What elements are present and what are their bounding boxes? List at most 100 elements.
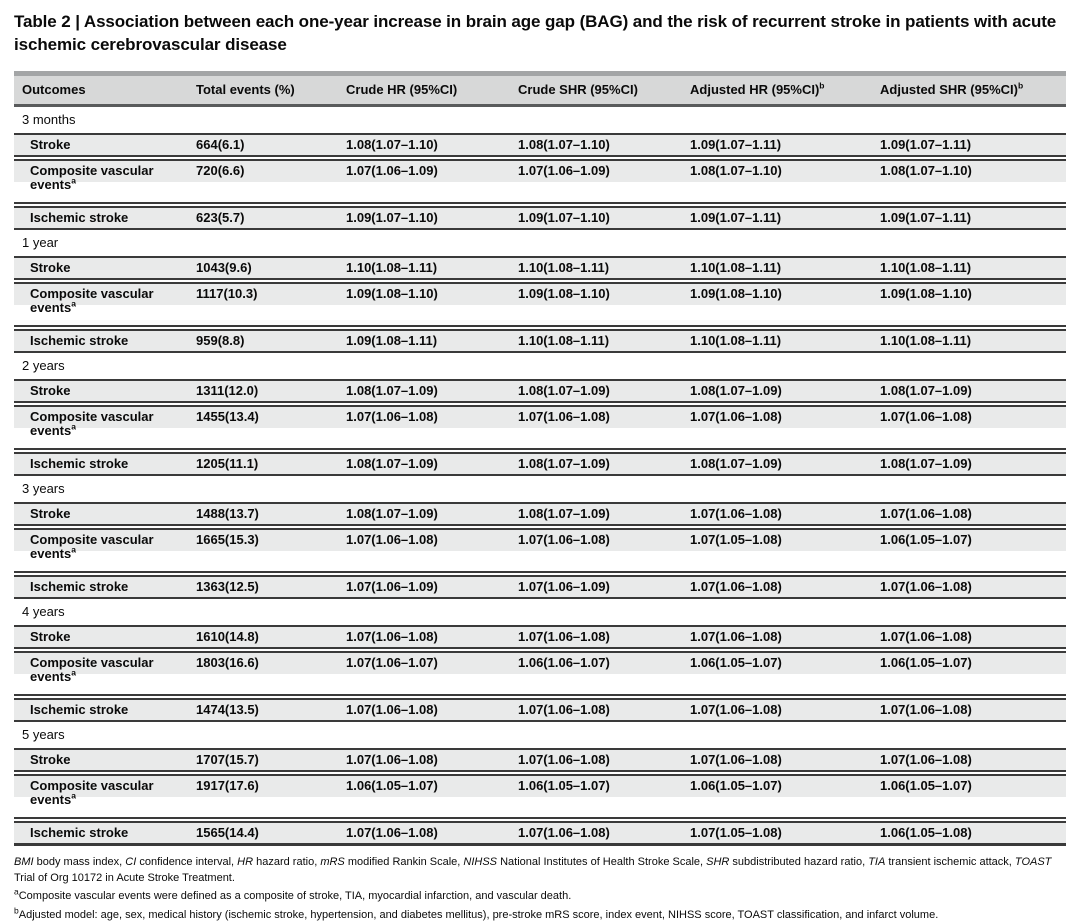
value-cell: 1917(17.6) — [190, 774, 340, 819]
value-cell: 1.07(1.06–1.07) — [340, 651, 512, 696]
value-cell: 1.07(1.06–1.08) — [340, 698, 512, 722]
value-cell: 1.07(1.06–1.08) — [512, 528, 684, 573]
outcome-label: Ischemic stroke — [30, 702, 128, 717]
column-header-label: Total events (%) — [196, 82, 295, 97]
footnote-abbreviations: BMI body mass index, CI confidence inter… — [14, 855, 1066, 886]
period-label: 1 year — [14, 232, 1066, 254]
value-cell: 1.08(1.07–1.10) — [512, 133, 684, 157]
value-cell: 1363(12.5) — [190, 575, 340, 599]
value-cell: 1.07(1.06–1.09) — [512, 575, 684, 599]
column-header-crude-hr: Crude HR (95%CI) — [340, 71, 512, 107]
value-cell: 1.07(1.06–1.08) — [340, 528, 512, 573]
outcome-cell: Ischemic stroke — [14, 452, 190, 476]
value-cell: 1.10(1.08–1.11) — [874, 329, 1066, 353]
column-header-adjusted-shr: Adjusted SHR (95%CI)b — [874, 71, 1066, 107]
footnote-marker: a — [71, 176, 76, 186]
value-cell: 1.09(1.07–1.11) — [874, 133, 1066, 157]
outcome-label: Composite vascular events — [30, 409, 154, 438]
value-cell: 1.09(1.07–1.11) — [684, 206, 874, 230]
abbreviation-term: HR — [237, 856, 253, 868]
value-cell: 1665(15.3) — [190, 528, 340, 573]
value-cell: 1.08(1.07–1.09) — [512, 379, 684, 403]
footnote-a: aComposite vascular events were defined … — [14, 889, 1066, 905]
value-cell: 1.07(1.06–1.08) — [340, 405, 512, 450]
outcome-label: Ischemic stroke — [30, 210, 128, 225]
abbreviation-term: CI — [125, 856, 136, 868]
outcome-cell: Ischemic stroke — [14, 575, 190, 599]
abbreviation-term: NIHSS — [463, 856, 497, 868]
value-cell: 1.07(1.06–1.08) — [684, 625, 874, 649]
value-cell: 1.10(1.08–1.11) — [684, 256, 874, 280]
outcome-label: Stroke — [30, 752, 70, 767]
outcome-row: Ischemic stroke 623(5.7) 1.09(1.07–1.10)1.… — [14, 206, 1066, 230]
abbreviation-definition: hazard ratio, — [253, 856, 320, 868]
value-cell: 1.07(1.06–1.08) — [340, 625, 512, 649]
value-cell: 1.08(1.07–1.09) — [874, 452, 1066, 476]
value-cell: 1803(16.6) — [190, 651, 340, 696]
value-cell: 1.08(1.07–1.10) — [340, 133, 512, 157]
period-row: 5 years — [14, 724, 1066, 746]
value-cell: 1565(14.4) — [190, 821, 340, 846]
value-cell: 623(5.7) — [190, 206, 340, 230]
value-cell: 1.07(1.06–1.08) — [874, 748, 1066, 772]
outcome-cell: Stroke — [14, 502, 190, 526]
value-cell: 1.07(1.06–1.08) — [684, 575, 874, 599]
column-header-outcomes: Outcomes — [14, 71, 190, 107]
value-cell: 1.08(1.07–1.09) — [684, 379, 874, 403]
value-cell: 1.08(1.07–1.09) — [684, 452, 874, 476]
value-cell: 1.07(1.06–1.08) — [684, 502, 874, 526]
value-cell: 1.08(1.07–1.09) — [512, 502, 684, 526]
value-cell: 1.07(1.06–1.08) — [340, 821, 512, 846]
value-cell: 1.08(1.07–1.10) — [874, 159, 1066, 204]
value-cell: 1.07(1.06–1.08) — [512, 821, 684, 846]
value-cell: 1.07(1.06–1.08) — [684, 698, 874, 722]
footnote-b-text: Adjusted model: age, sex, medical histor… — [19, 909, 939, 921]
value-cell: 1.06(1.05–1.07) — [340, 774, 512, 819]
value-cell: 1.07(1.06–1.08) — [512, 698, 684, 722]
outcome-cell: Stroke — [14, 256, 190, 280]
abbreviation-definition: transient ischemic attack, — [885, 856, 1015, 868]
value-cell: 1.07(1.06–1.09) — [512, 159, 684, 204]
value-cell: 1.07(1.05–1.08) — [684, 528, 874, 573]
outcome-cell: Composite vascular eventsa — [14, 282, 190, 327]
outcome-label: Ischemic stroke — [30, 825, 128, 840]
value-cell: 1.06(1.05–1.07) — [684, 651, 874, 696]
abbreviation-term: TIA — [868, 856, 885, 868]
period-label: 3 years — [14, 478, 1066, 500]
value-cell: 1.06(1.05–1.08) — [874, 821, 1066, 846]
outcome-label: Ischemic stroke — [30, 456, 128, 471]
footnote-marker: b — [1018, 81, 1023, 91]
footnote-b: bAdjusted model: age, sex, medical histo… — [14, 908, 1066, 923]
outcome-label: Composite vascular events — [30, 778, 154, 807]
value-cell: 1.06(1.05–1.07) — [512, 774, 684, 819]
value-cell: 1117(10.3) — [190, 282, 340, 327]
outcome-cell: Ischemic stroke — [14, 821, 190, 846]
abbreviation-definition: confidence interval, — [136, 856, 237, 868]
period-label: 4 years — [14, 601, 1066, 623]
column-header-label: Outcomes — [22, 82, 86, 97]
value-cell: 1.10(1.08–1.11) — [512, 329, 684, 353]
outcome-cell: Ischemic stroke — [14, 329, 190, 353]
period-row: 4 years — [14, 601, 1066, 623]
footnotes: BMI body mass index, CI confidence inter… — [14, 855, 1066, 923]
footnote-marker: a — [71, 668, 76, 678]
period-row: 1 year — [14, 232, 1066, 254]
value-cell: 1.09(1.07–1.10) — [512, 206, 684, 230]
column-header-label: Adjusted HR (95%CI) — [690, 82, 819, 97]
value-cell: 1.09(1.08–1.11) — [340, 329, 512, 353]
outcome-cell: Composite vascular eventsa — [14, 651, 190, 696]
outcome-cell: Stroke — [14, 133, 190, 157]
table-title: Table 2 | Association between each one-y… — [14, 10, 1066, 56]
value-cell: 1.07(1.06–1.08) — [340, 748, 512, 772]
